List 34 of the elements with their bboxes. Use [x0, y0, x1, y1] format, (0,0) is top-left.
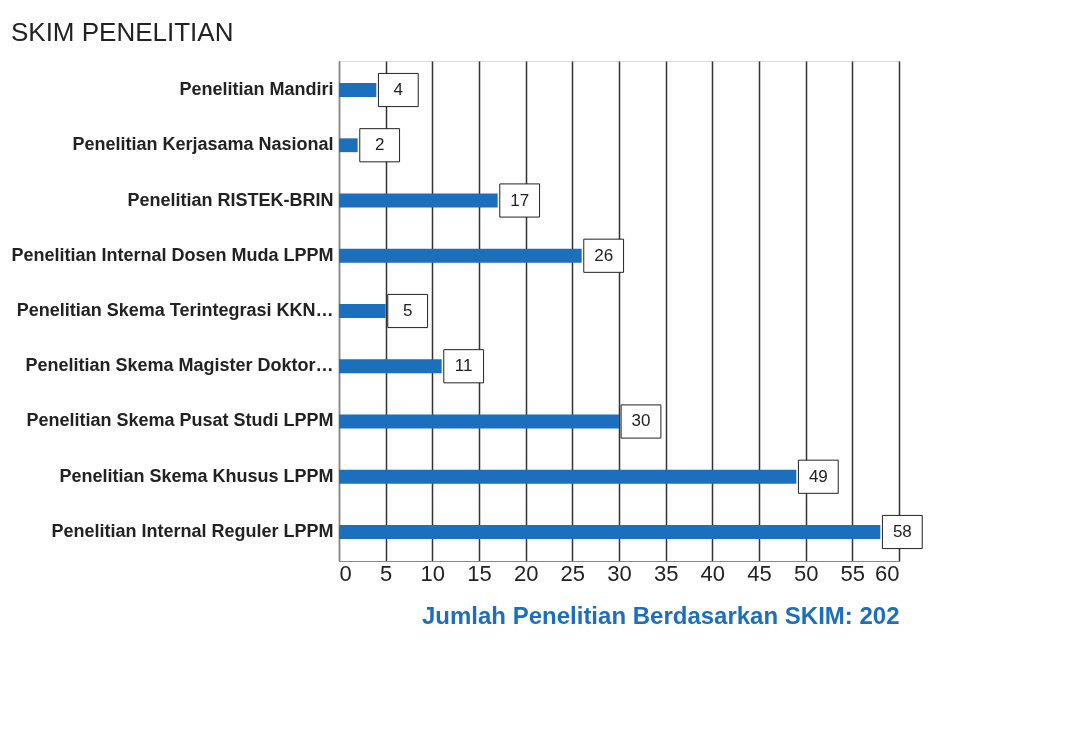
x-tick-label: 30 — [607, 560, 632, 586]
x-tick-label: 55 — [840, 560, 866, 586]
data-label: 49 — [808, 466, 828, 486]
y-tick-label: Penelitian Skema Khusus LPPM — [59, 465, 334, 486]
x-tick-label: 15 — [467, 560, 492, 586]
x-tick-label: 20 — [513, 560, 539, 586]
y-tick-label: Penelitian Skema Magister Doktor… — [25, 355, 334, 376]
y-tick-label: Penelitian Skema Terintegrasi KKN… — [16, 300, 334, 320]
text: SKIM PENELITIAN — [10, 17, 234, 47]
data-label: 4 — [393, 80, 404, 100]
y-tick-label: Penelitian Kerjasama Nasional — [72, 134, 334, 155]
data-label: 17 — [510, 190, 530, 210]
x-tick-label: 25 — [560, 560, 586, 586]
bar — [339, 138, 358, 153]
x-tick-label: 50 — [793, 560, 819, 586]
x-axis-title: Jumlah Penelitian Berdasarkan SKIM: 202 — [421, 601, 900, 629]
data-label: 11 — [454, 356, 473, 376]
y-tick-label: Penelitian Internal Reguler LPPM — [51, 520, 334, 541]
x-tick-label: 45 — [747, 560, 772, 586]
x-tick-label: 10 — [420, 560, 446, 586]
y-tick-label: Penelitian Mandiri — [179, 79, 334, 100]
x-tick-label: 40 — [700, 560, 726, 586]
y-tick-label: Penelitian Internal Dosen Muda LPPM — [11, 244, 334, 265]
data-label: 30 — [631, 411, 651, 431]
y-tick-label: Penelitian RISTEK-BRIN — [127, 189, 334, 210]
x-tick-label: 0 — [339, 560, 352, 586]
data-label: 58 — [892, 521, 912, 541]
data-label: 26 — [594, 245, 614, 265]
y-tick-label: Penelitian Skema Pusat Studi LPPM — [26, 410, 334, 431]
data-label: 2 — [374, 135, 385, 155]
x-tick-label: 5 — [380, 560, 393, 586]
x-tick-label: 60 — [875, 560, 900, 586]
data-label: 5 — [402, 301, 413, 320]
x-tick-label: 35 — [653, 560, 679, 586]
